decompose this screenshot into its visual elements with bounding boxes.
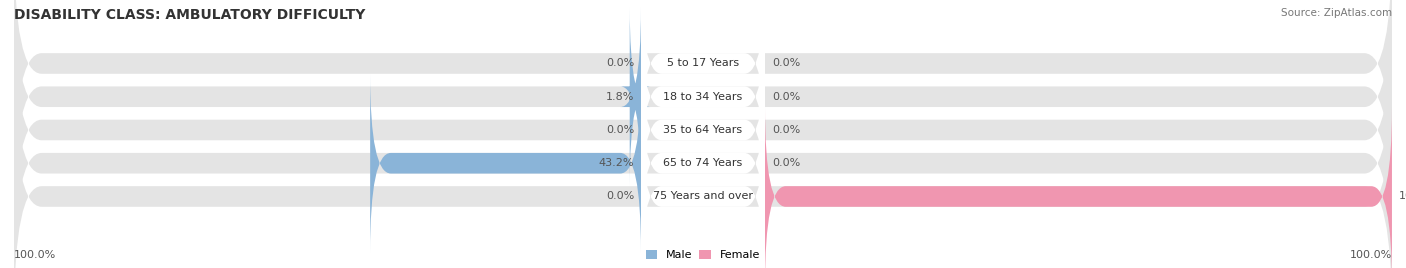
- FancyBboxPatch shape: [641, 74, 765, 253]
- Text: DISABILITY CLASS: AMBULATORY DIFFICULTY: DISABILITY CLASS: AMBULATORY DIFFICULTY: [14, 8, 366, 22]
- FancyBboxPatch shape: [14, 0, 1392, 219]
- FancyBboxPatch shape: [641, 40, 765, 219]
- Text: 0.0%: 0.0%: [772, 125, 800, 135]
- Text: Source: ZipAtlas.com: Source: ZipAtlas.com: [1281, 8, 1392, 18]
- Text: 1.8%: 1.8%: [606, 92, 634, 102]
- Legend: Male, Female: Male, Female: [641, 245, 765, 265]
- Text: 0.0%: 0.0%: [606, 191, 634, 202]
- Text: 100.0%: 100.0%: [14, 250, 56, 260]
- Text: 5 to 17 Years: 5 to 17 Years: [666, 58, 740, 69]
- FancyBboxPatch shape: [14, 0, 1392, 186]
- Text: 0.0%: 0.0%: [606, 125, 634, 135]
- FancyBboxPatch shape: [14, 40, 1392, 268]
- Text: 0.0%: 0.0%: [772, 158, 800, 168]
- FancyBboxPatch shape: [641, 7, 765, 186]
- FancyBboxPatch shape: [620, 7, 651, 186]
- Text: 65 to 74 Years: 65 to 74 Years: [664, 158, 742, 168]
- Text: 0.0%: 0.0%: [606, 58, 634, 69]
- FancyBboxPatch shape: [14, 7, 1392, 253]
- FancyBboxPatch shape: [765, 107, 1392, 268]
- FancyBboxPatch shape: [641, 0, 765, 153]
- FancyBboxPatch shape: [14, 74, 1392, 268]
- Text: 0.0%: 0.0%: [772, 92, 800, 102]
- FancyBboxPatch shape: [370, 74, 641, 253]
- Text: 100.0%: 100.0%: [1399, 191, 1406, 202]
- Text: 0.0%: 0.0%: [772, 58, 800, 69]
- Text: 43.2%: 43.2%: [599, 158, 634, 168]
- Text: 18 to 34 Years: 18 to 34 Years: [664, 92, 742, 102]
- FancyBboxPatch shape: [641, 107, 765, 268]
- Text: 75 Years and over: 75 Years and over: [652, 191, 754, 202]
- Text: 100.0%: 100.0%: [1350, 250, 1392, 260]
- Text: 35 to 64 Years: 35 to 64 Years: [664, 125, 742, 135]
